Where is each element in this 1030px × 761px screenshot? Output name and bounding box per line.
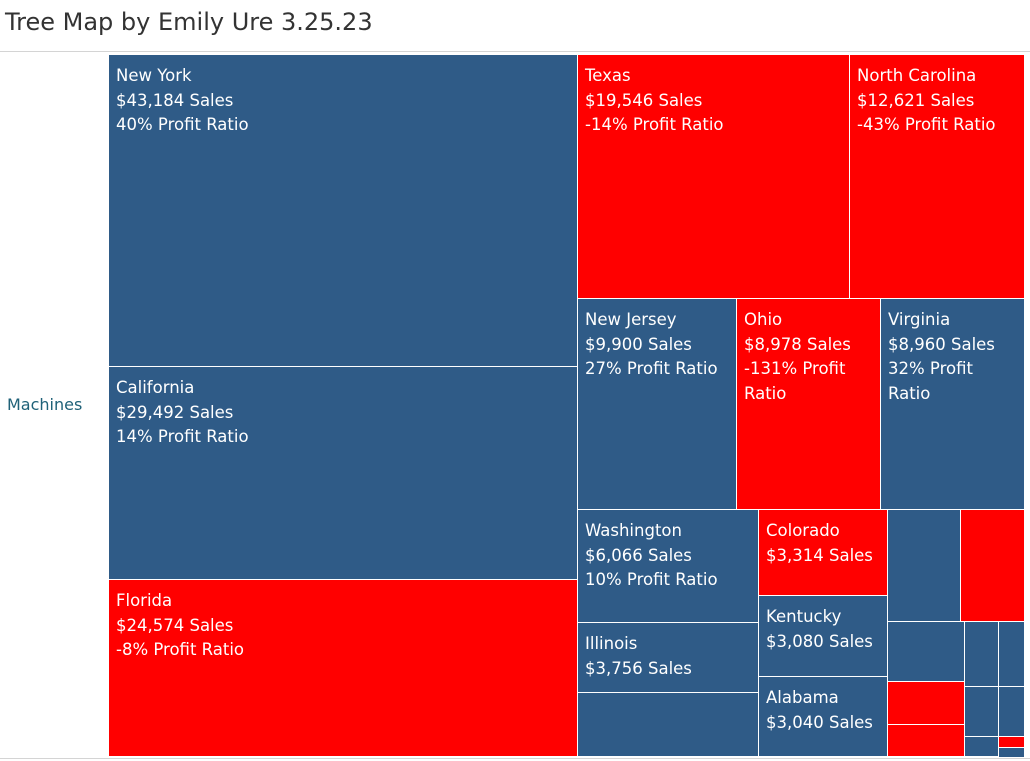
treemap-cell-unlabeled-20[interactable] (887, 724, 965, 757)
cell-label-profit-ratio: 10% Profit Ratio (585, 570, 718, 589)
cell-label-sales: $29,492 Sales (116, 402, 234, 422)
cell-label-name: Alabama (766, 688, 839, 707)
treemap-cell-unlabeled-22[interactable] (998, 686, 1025, 737)
treemap-cell-unlabeled-16[interactable] (887, 621, 965, 682)
row-label-machines[interactable]: Machines (7, 395, 83, 414)
treemap-cell-virginia[interactable]: Virginia $8,960 Sales 32% Profit Ratio (880, 298, 1025, 510)
cell-label-name: Illinois (585, 634, 638, 653)
cell-label-sales: $24,574 Sales (116, 615, 234, 635)
treemap-cell-unlabeled-15[interactable] (960, 509, 1025, 622)
cell-label-name: New York (116, 66, 192, 85)
cell-label-sales: $3,080 Sales (766, 631, 873, 651)
cell-label-sales: $43,184 Sales (116, 90, 234, 110)
treemap-cell-illinois[interactable]: Illinois $3,756 Sales (577, 622, 759, 693)
cell-label-name: Kentucky (766, 607, 842, 626)
treemap-cell-new-jersey[interactable]: New Jersey $9,900 Sales 27% Profit Ratio (577, 298, 737, 510)
treemap-cell-florida[interactable]: Florida $24,574 Sales -8% Profit Ratio (108, 579, 578, 757)
treemap-cell-unlabeled-14[interactable] (887, 509, 961, 622)
cell-label-name: California (116, 378, 195, 397)
treemap-cell-unlabeled-13[interactable] (577, 692, 759, 757)
cell-label-name: Washington (585, 521, 682, 540)
treemap-cell-washington[interactable]: Washington $6,066 Sales 10% Profit Ratio (577, 509, 759, 623)
cell-label-sales: $12,621 Sales (857, 90, 975, 110)
cell-label-sales: $8,978 Sales (744, 334, 851, 354)
cell-label-profit-ratio: 14% Profit Ratio (116, 427, 249, 446)
cell-label-profit-ratio: -43% Profit Ratio (857, 115, 996, 134)
treemap-cell-unlabeled-17[interactable] (964, 621, 999, 687)
treemap-cell-ohio[interactable]: Ohio $8,978 Sales -131% Profit Ratio (736, 298, 881, 510)
treemap-cell-unlabeled-23[interactable] (964, 736, 999, 757)
treemap-cell-colorado[interactable]: Colorado $3,314 Sales (758, 509, 888, 596)
cell-label-name: Colorado (766, 521, 840, 540)
cell-label-sales: $3,314 Sales (766, 545, 873, 565)
cell-label-profit-ratio: 40% Profit Ratio (116, 115, 249, 134)
cell-label-sales: $3,756 Sales (585, 658, 692, 678)
treemap-cell-california[interactable]: California $29,492 Sales 14% Profit Ratio (108, 366, 578, 580)
title-divider (0, 51, 1030, 52)
cell-label-sales: $9,900 Sales (585, 334, 692, 354)
treemap-cell-texas[interactable]: Texas $19,546 Sales -14% Profit Ratio (577, 54, 850, 299)
cell-label-sales: $8,960 Sales (888, 334, 995, 354)
treemap-cell-unlabeled-21[interactable] (964, 686, 999, 737)
treemap-cell-new-york[interactable]: New York $43,184 Sales 40% Profit Ratio (108, 54, 578, 367)
cell-label-name: North Carolina (857, 66, 977, 85)
cell-label-name: Ohio (744, 310, 783, 329)
cell-label-profit-ratio: -131% Profit Ratio (744, 359, 846, 403)
bottom-divider (0, 758, 1030, 759)
cell-label-sales: $3,040 Sales (766, 712, 873, 732)
treemap-cell-unlabeled-25[interactable] (998, 747, 1025, 758)
cell-label-profit-ratio: 32% Profit Ratio (888, 359, 973, 403)
treemap-cell-north-carolina[interactable]: North Carolina $12,621 Sales -43% Profit R… (849, 54, 1025, 299)
treemap-cell-alabama[interactable]: Alabama $3,040 Sales (758, 676, 888, 757)
treemap-cell-kentucky[interactable]: Kentucky $3,080 Sales (758, 595, 888, 677)
cell-label-name: New Jersey (585, 310, 677, 329)
cell-label-profit-ratio: -14% Profit Ratio (585, 115, 724, 134)
chart-title: Tree Map by Emily Ure 3.25.23 (5, 8, 373, 36)
cell-label-profit-ratio: 27% Profit Ratio (585, 359, 718, 378)
cell-label-sales: $19,546 Sales (585, 90, 703, 110)
cell-label-name: Virginia (888, 310, 951, 329)
cell-label-name: Florida (116, 591, 173, 610)
cell-label-profit-ratio: -8% Profit Ratio (116, 640, 245, 659)
cell-label-sales: $6,066 Sales (585, 545, 692, 565)
treemap-cell-unlabeled-19[interactable] (887, 681, 965, 725)
cell-label-name: Texas (585, 66, 631, 85)
treemap-cell-unlabeled-18[interactable] (998, 621, 1025, 687)
